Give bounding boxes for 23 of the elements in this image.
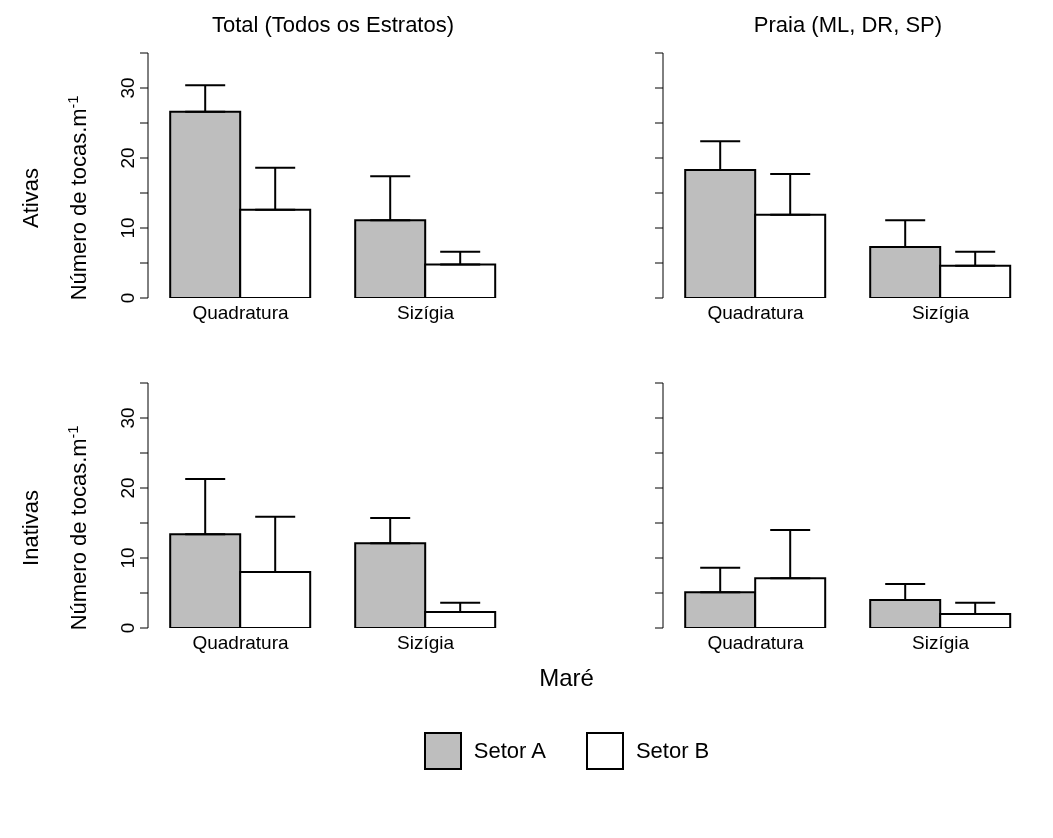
chart-title: Total (Todos os Estratos) (210, 12, 456, 38)
x-tick-label: Quadratura (192, 632, 289, 654)
chart-title: Praia (ML, DR, SP) (752, 12, 944, 38)
x-tick-label: Sizígia (911, 632, 970, 654)
x-tick-label: Sizígia (396, 632, 455, 654)
text: Inativas (18, 490, 43, 566)
y-tick-label: 30 (117, 407, 138, 429)
y-tick-label: 0 (117, 292, 138, 304)
y-tick-label: 30 (117, 77, 138, 99)
legend-label: Setor A (473, 738, 546, 764)
x-tick-label: Sizígia (911, 302, 970, 324)
y-tick-label: 20 (117, 477, 138, 499)
text: Maré (538, 664, 595, 692)
x-tick-label: Quadratura (192, 302, 289, 324)
y-tick-label: 10 (117, 217, 138, 239)
y-tick-label: 20 (117, 147, 138, 169)
x-tick-label: Quadratura (707, 632, 804, 654)
x-tick-label: Sizígia (396, 302, 455, 324)
legend-label: Setor B (635, 738, 710, 764)
y-tick-label: 0 (117, 622, 138, 634)
x-tick-label: Quadratura (707, 302, 804, 324)
text: Ativas (18, 168, 43, 228)
y-tick-label: 10 (117, 547, 138, 569)
